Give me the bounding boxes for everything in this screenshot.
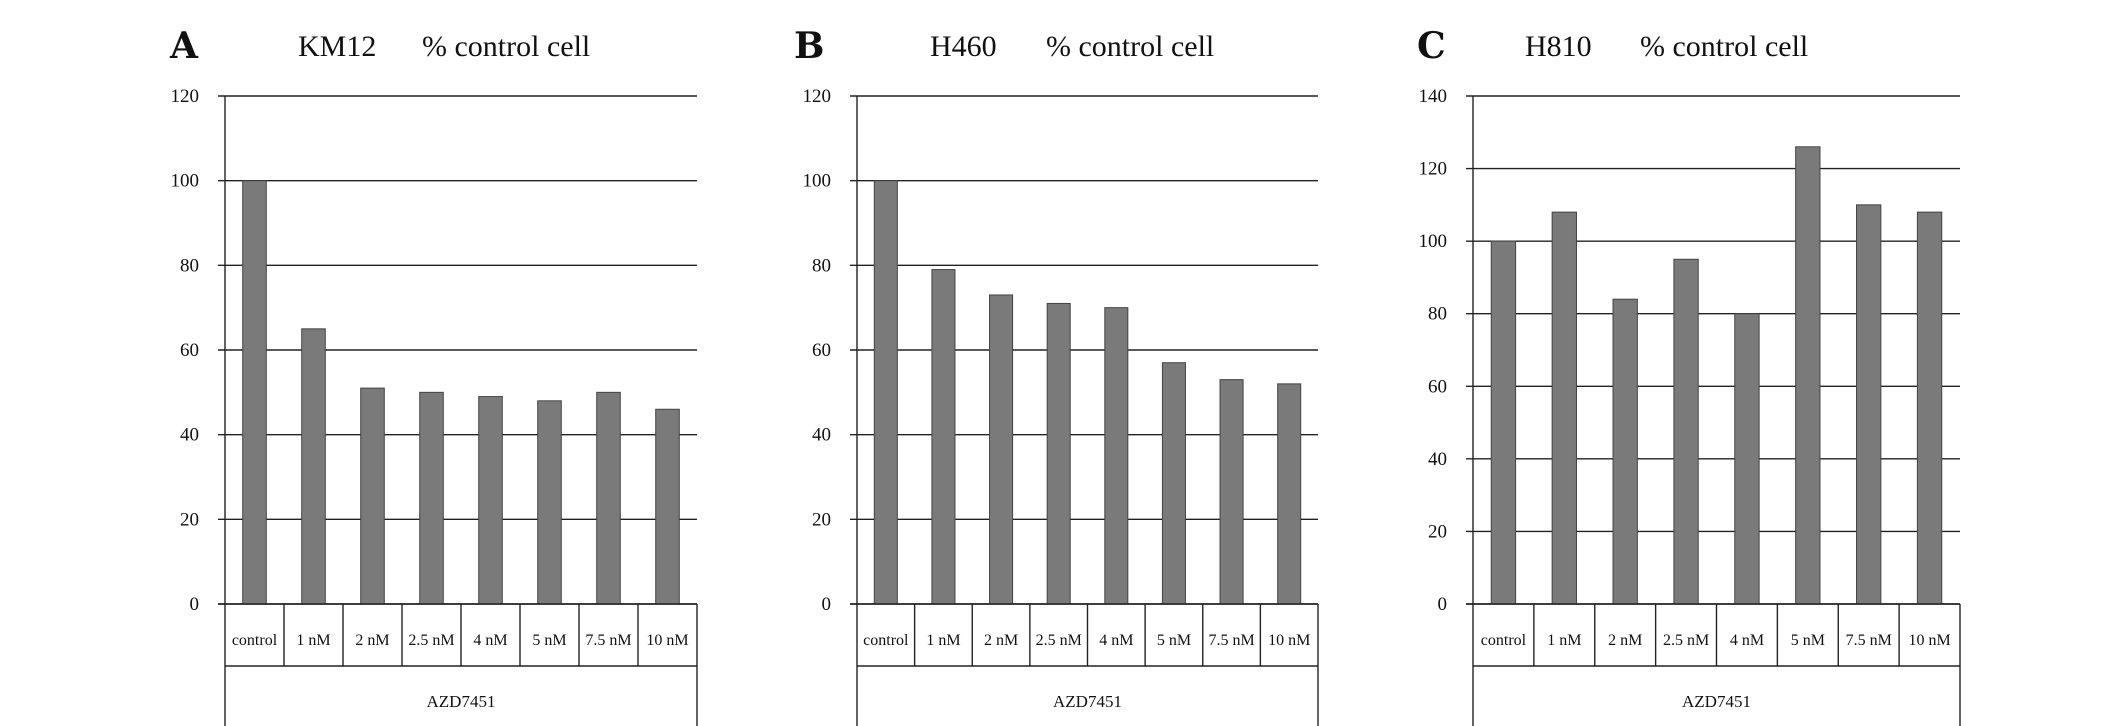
- bar: [1104, 307, 1129, 605]
- bar: [537, 400, 562, 605]
- y-tick-label: 20: [180, 509, 199, 530]
- bar: [1795, 146, 1821, 605]
- y-tick-label: 20: [812, 509, 831, 530]
- x-tick-label: 5 nM: [1791, 632, 1825, 649]
- x-tick-label: 4 nM: [473, 632, 507, 649]
- x-tick-label: 7.5 nM: [1208, 632, 1254, 649]
- chart-subtitle: % control cell: [1046, 30, 1214, 63]
- bar: [1916, 211, 1943, 605]
- x-tick-label: control: [232, 632, 278, 649]
- bar: [242, 180, 267, 605]
- x-tick-label: 4 nM: [1099, 632, 1133, 649]
- chart-panel-b: B H460 % control cell 0 20 40 60 80 100 120 contro…: [794, 25, 1319, 726]
- y-tick-label: 80: [812, 255, 831, 276]
- y-tick-label: 100: [1419, 231, 1448, 252]
- bar: [478, 396, 503, 605]
- x-tick-label: 4 nM: [1730, 632, 1764, 649]
- y-tick-label: 80: [1428, 304, 1447, 325]
- chart-panel-c: C H810 % control cell 0 20 40 60 80 100 120 140 con…: [1417, 25, 1961, 726]
- bar: [419, 391, 444, 605]
- bar: [873, 180, 898, 605]
- y-tick-label: 40: [180, 425, 199, 446]
- chart-subtitle: % control cell: [422, 30, 590, 63]
- y-tick-label: 120: [803, 86, 832, 107]
- bar: [1612, 298, 1638, 605]
- x-tick-label: 2.5 nM: [408, 632, 454, 649]
- bar: [1277, 383, 1302, 605]
- chart-subtitle: % control cell: [1640, 30, 1808, 63]
- x-tick-label: 2.5 nM: [1036, 632, 1082, 649]
- y-tick-label: 0: [190, 594, 200, 615]
- bar: [301, 328, 326, 605]
- bar: [1856, 204, 1882, 605]
- x-tick-label: 1 nM: [1547, 632, 1581, 649]
- y-tick-label: 60: [180, 340, 199, 361]
- y-tick-label: 0: [822, 594, 832, 615]
- y-tick-label: 0: [1438, 594, 1448, 615]
- x-tick-label: control: [1481, 632, 1527, 649]
- y-tick-label: 120: [1419, 159, 1448, 180]
- x-tick-label: 1 nM: [926, 632, 960, 649]
- bar: [1161, 362, 1186, 605]
- chart-title: H460: [930, 30, 997, 63]
- panel-letter: B: [794, 25, 824, 67]
- x-tick-label: 5 nM: [1157, 632, 1191, 649]
- chart-panel-a: A KM12 % control cell 0 20 40 60 80 100 120 contro…: [169, 25, 698, 726]
- x-tick-label: 5 nM: [532, 632, 566, 649]
- group-label: AZD7451: [1053, 692, 1122, 711]
- group-label: AZD7451: [1682, 692, 1751, 711]
- x-tick-label: 7.5 nM: [1846, 632, 1892, 649]
- x-tick-label: 7.5 nM: [585, 632, 631, 649]
- bar: [1219, 379, 1244, 605]
- x-tick-label: 2 nM: [1608, 632, 1642, 649]
- bar: [1046, 302, 1071, 605]
- x-tick-label: 2 nM: [355, 632, 389, 649]
- bar: [931, 269, 956, 605]
- y-tick-label: 40: [1428, 449, 1447, 470]
- bar: [989, 294, 1014, 605]
- bar: [360, 387, 385, 605]
- bar: [1673, 258, 1699, 605]
- y-tick-label: 120: [171, 86, 200, 107]
- bar: [1490, 240, 1517, 605]
- x-tick-label: 2 nM: [984, 632, 1018, 649]
- panel-letter: A: [169, 25, 199, 67]
- x-tick-label: 1 nM: [296, 632, 330, 649]
- x-tick-label: 2.5 nM: [1663, 632, 1709, 649]
- x-tick-label: 10 nM: [646, 632, 688, 649]
- panel-letter: C: [1417, 25, 1446, 67]
- y-tick-label: 40: [812, 425, 831, 446]
- y-tick-label: 140: [1419, 86, 1448, 107]
- chart-title: H810: [1525, 30, 1592, 63]
- y-tick-label: 60: [812, 340, 831, 361]
- bar: [596, 391, 621, 605]
- group-label: AZD7451: [427, 692, 496, 711]
- x-tick-label: control: [863, 632, 909, 649]
- y-tick-label: 100: [171, 171, 200, 192]
- x-tick-label: 10 nM: [1908, 632, 1950, 649]
- x-tick-label: 10 nM: [1268, 632, 1310, 649]
- y-tick-label: 80: [180, 255, 199, 276]
- bar: [1551, 211, 1577, 605]
- bar: [655, 408, 680, 605]
- chart-title: KM12: [298, 30, 376, 63]
- y-tick-label: 20: [1428, 521, 1447, 542]
- y-tick-label: 100: [803, 171, 832, 192]
- bar: [1734, 313, 1760, 605]
- y-tick-label: 60: [1428, 376, 1447, 397]
